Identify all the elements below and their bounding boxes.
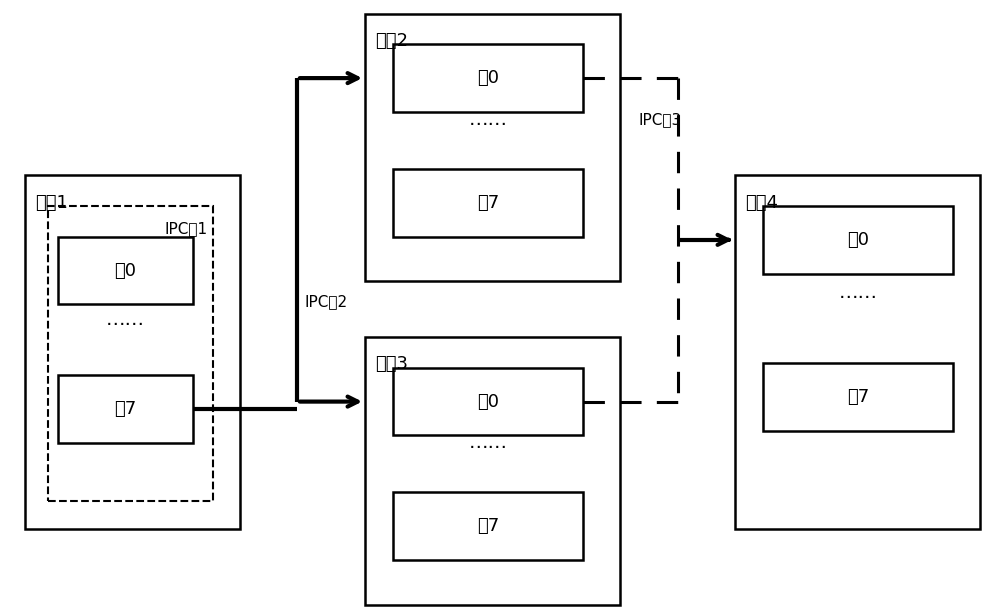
Bar [763,206,953,274]
Text: IPC的1: IPC的1 [165,221,208,236]
Text: 处理4: 处理4 [745,194,778,212]
Bar [393,169,583,237]
Bar [58,375,193,443]
Bar [365,14,620,281]
Bar [393,368,583,435]
Text: 处理2: 处理2 [375,32,408,50]
Text: 杨0: 杨0 [114,261,136,280]
Text: ……: …… [106,311,144,329]
Text: 杨0: 杨0 [477,392,499,411]
Text: 杨7: 杨7 [114,400,137,418]
Bar [735,175,980,529]
Bar [48,206,213,501]
Text: IPC的3: IPC的3 [638,113,681,127]
Text: 杨7: 杨7 [477,194,499,212]
Text: 杨0: 杨0 [477,69,499,87]
Text: IPC的2: IPC的2 [305,294,348,309]
Text: 杨0: 杨0 [847,231,869,249]
Text: 处理3: 处理3 [375,355,408,373]
Text: ……: …… [838,283,878,301]
Text: ……: …… [468,434,508,452]
Bar [365,337,620,605]
Bar [58,237,193,304]
Text: ……: …… [468,111,508,129]
Text: 杨7: 杨7 [477,517,499,535]
Text: 杨7: 杨7 [847,387,869,406]
Bar [393,492,583,560]
Bar [763,363,953,430]
Bar [25,175,240,529]
Bar [393,44,583,112]
Text: 处理1: 处理1 [35,194,68,212]
